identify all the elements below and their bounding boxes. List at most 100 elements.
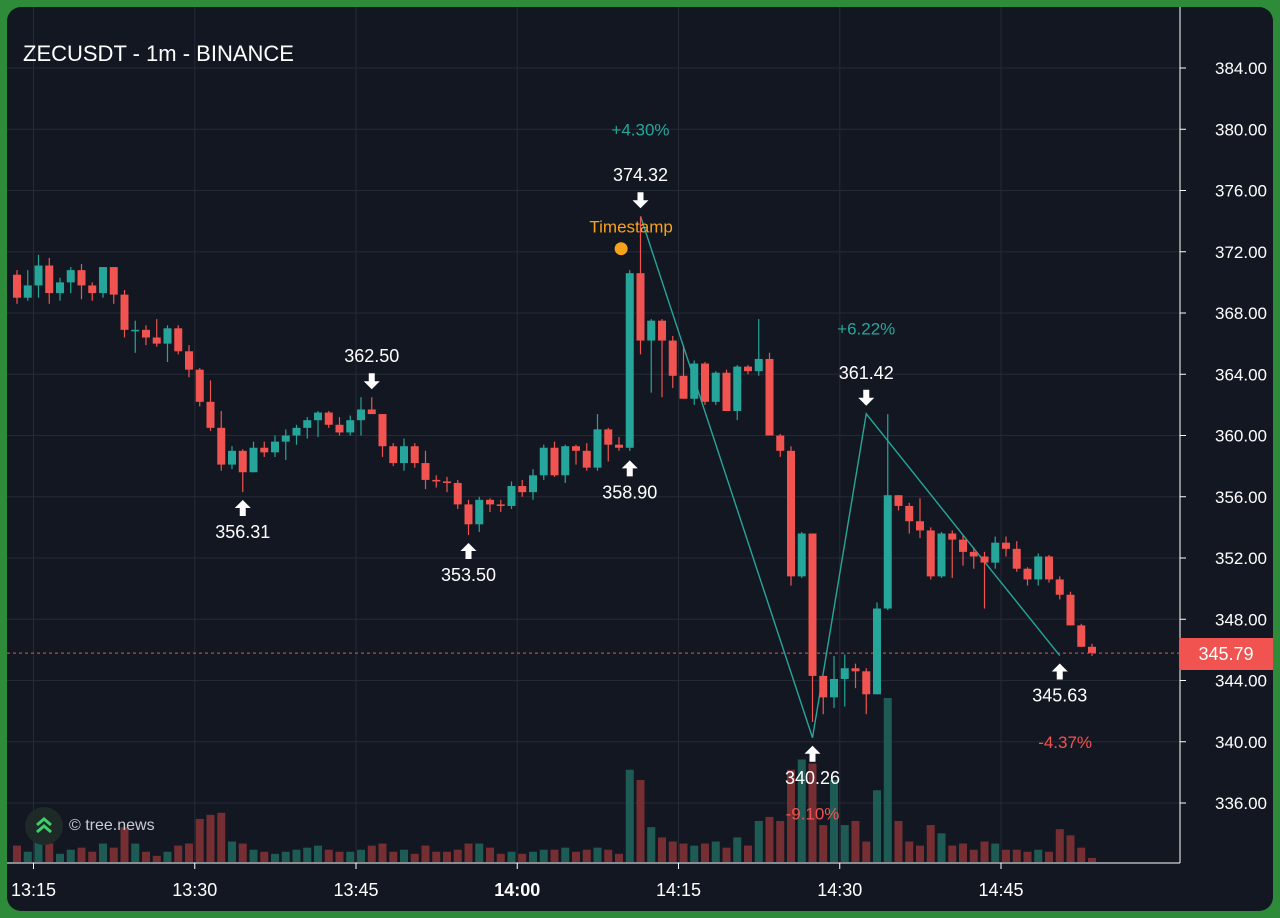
candle-body [679, 375, 688, 399]
volume-bar [830, 780, 838, 862]
volume-bar [34, 841, 43, 862]
volume-bar [593, 847, 602, 862]
volume-bar [486, 847, 494, 862]
x-tick-label: 13:15 [11, 880, 56, 900]
candle-body [1034, 556, 1043, 580]
price-label: 362.50 [344, 346, 399, 366]
volume-bar [324, 849, 333, 862]
candle-body [13, 274, 21, 298]
candle-body [701, 363, 709, 402]
candle-body [1055, 579, 1064, 595]
zigzag-line [639, 216, 1061, 738]
candle-body [432, 479, 441, 482]
volume-bar [131, 843, 140, 862]
percent-label: -4.37% [1038, 733, 1092, 752]
volume-bar [174, 845, 183, 862]
volume-bar [88, 851, 97, 862]
candle-body [593, 429, 602, 468]
candle-body [367, 409, 376, 415]
volume-bar [926, 825, 935, 862]
volume-bar [475, 843, 484, 862]
volume-bar [604, 849, 613, 862]
volume-bar [292, 849, 301, 862]
candle-body [1066, 594, 1075, 626]
y-tick-label: 340.00 [1215, 733, 1267, 752]
candle-body [1088, 646, 1096, 653]
volume-bar [733, 837, 742, 862]
candle-body [421, 463, 430, 480]
candle-body [496, 504, 505, 506]
candle-body [357, 409, 365, 421]
candle-body [131, 329, 140, 332]
percent-label: -9.10% [786, 805, 840, 824]
candle-body [443, 481, 451, 483]
volume-bar [991, 843, 1000, 862]
volume-bar [883, 698, 892, 862]
candle-body [991, 542, 1000, 563]
volume-bar [873, 790, 881, 862]
volume-bar [754, 821, 763, 862]
volume-bar [453, 849, 462, 862]
volume-bar [862, 841, 871, 862]
volume-bar [797, 759, 806, 862]
candle-body [324, 412, 333, 425]
volume-bar [582, 849, 591, 862]
volume-bar [905, 841, 914, 862]
candle-body [464, 504, 473, 525]
volume-bar [529, 851, 537, 862]
candle-body [142, 329, 150, 338]
candle-body [604, 429, 613, 445]
candle-body [572, 446, 580, 451]
candle-body [185, 351, 193, 370]
volume-bar [346, 851, 355, 862]
candle-body [152, 337, 161, 344]
volume-bar [185, 843, 193, 862]
volume-bar [335, 851, 344, 862]
candle-body [948, 533, 957, 540]
candle-body [744, 366, 752, 372]
volume-bar [249, 849, 258, 862]
candle-body [862, 671, 871, 695]
candle-body [99, 267, 107, 294]
y-tick-label: 384.00 [1215, 59, 1267, 78]
x-tick-label: 13:45 [333, 880, 378, 900]
volume-bar [389, 851, 398, 862]
volume-bar [840, 825, 849, 862]
volume-bar [260, 851, 269, 862]
candle-body [174, 328, 183, 352]
volume-bar [894, 821, 903, 862]
x-tick-label: 13:30 [172, 880, 217, 900]
candle-body [195, 369, 204, 402]
candle-body [615, 444, 623, 448]
candle-body [163, 328, 172, 344]
current-price-tag: 345.79 [1179, 638, 1273, 670]
volume-bar [916, 845, 924, 862]
candle-body [303, 420, 312, 428]
candle-body [937, 533, 946, 577]
candle-body [690, 363, 699, 399]
arrow-down-icon [632, 192, 649, 209]
candle-body [754, 358, 763, 372]
candle-body [206, 401, 215, 428]
price-label: 356.31 [215, 522, 270, 542]
volume-bar [228, 841, 236, 862]
volume-bar [615, 853, 623, 862]
volume-bar [410, 853, 419, 862]
candle-body [77, 270, 86, 286]
volume-bar [1002, 849, 1010, 862]
candle-body [819, 675, 828, 698]
watermark-text: © tree.news [69, 817, 155, 834]
candle-body [1045, 556, 1053, 580]
price-label: 353.50 [441, 565, 496, 585]
candle-body [400, 446, 408, 464]
watermark: © tree.news [25, 807, 155, 845]
volume-bar [464, 843, 473, 862]
x-tick-label: 14:15 [656, 880, 701, 900]
candle-body [346, 420, 355, 433]
candle-body [260, 447, 269, 453]
candle-body [765, 358, 774, 436]
volume-bar [195, 818, 204, 862]
annotation-marker [614, 242, 628, 256]
volume-bar [99, 843, 107, 862]
candlestick-chart[interactable]: 384.00 380.00 376.00 372.00 368.00 364.00 360.… [7, 7, 1273, 911]
